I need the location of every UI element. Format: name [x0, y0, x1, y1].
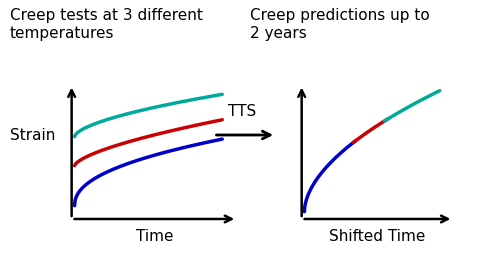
Text: Time: Time	[135, 229, 173, 244]
Text: Shifted Time: Shifted Time	[329, 229, 426, 244]
Text: Creep predictions up to
2 years: Creep predictions up to 2 years	[250, 8, 429, 40]
Text: Strain: Strain	[10, 127, 55, 143]
Text: Creep tests at 3 different
temperatures: Creep tests at 3 different temperatures	[10, 8, 203, 40]
Text: TTS: TTS	[228, 104, 256, 119]
